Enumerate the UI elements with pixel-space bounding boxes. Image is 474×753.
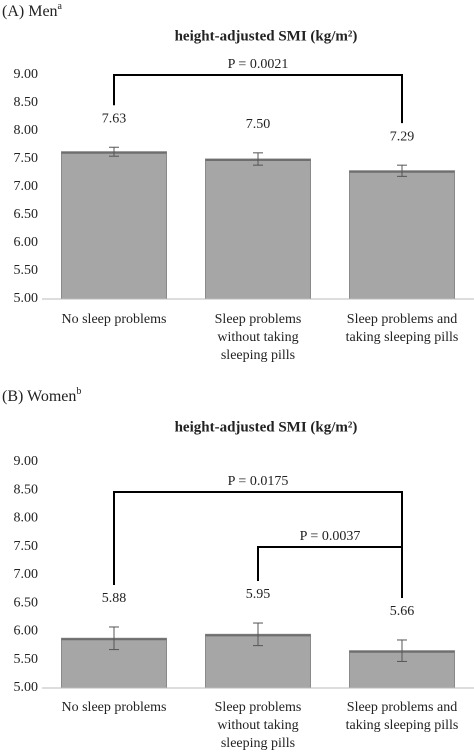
x-tick-label-line: Sleep problems and	[347, 700, 457, 715]
bar	[61, 151, 167, 300]
x-tick-label-line: taking sleeping pills	[346, 718, 459, 733]
significance-bracket	[113, 491, 403, 598]
value-label: 5.88	[102, 591, 127, 606]
x-tick-label-line: sleeping pills	[221, 348, 295, 363]
x-tick-label-line: No sleep problems	[62, 312, 167, 327]
y-tick-label: 6.00	[14, 624, 39, 639]
y-tick-label: 7.50	[14, 151, 39, 166]
value-label: 7.50	[246, 117, 271, 132]
value-label: 7.29	[390, 129, 415, 144]
x-tick-label-line: No sleep problems	[62, 700, 167, 715]
panel-label-note: a	[58, 1, 63, 12]
y-tick-label: 5.00	[14, 680, 39, 695]
y-tick-label: 5.50	[14, 652, 39, 667]
y-tick-label: 5.00	[14, 291, 39, 306]
x-tick-label-line: without taking	[217, 330, 298, 345]
x-tick-label: No sleep problems	[62, 312, 167, 327]
panel: (A) Mena height-adjusted SMI (kg/m²) 5.00 5…	[2, 1, 474, 363]
y-tick-label: 6.50	[14, 207, 39, 222]
significance-bracket	[113, 74, 403, 124]
value-label: 5.95	[246, 587, 271, 602]
x-tick-label-line: Sleep problems	[215, 700, 302, 715]
y-tick-label: 7.50	[14, 539, 39, 554]
annotation: P = 0.0037	[300, 529, 361, 544]
x-tick-label-line: without taking	[217, 718, 298, 733]
y-tick-label: 6.00	[14, 235, 39, 250]
x-tick-label: No sleep problems	[62, 700, 167, 715]
bar	[205, 158, 311, 300]
x-tick-label: Sleep problems and taking sleeping pills	[346, 700, 459, 733]
y-tick-label: 8.00	[14, 511, 39, 526]
y-tick-label: 6.50	[14, 595, 39, 610]
y-tick-label: 5.50	[14, 263, 39, 278]
annotation: P = 0.0175	[228, 474, 289, 489]
x-tick-label-line: sleeping pills	[221, 736, 295, 751]
x-tick-label-line: taking sleeping pills	[346, 330, 459, 345]
y-tick-label: 9.00	[14, 454, 39, 469]
value-label: 7.63	[102, 111, 127, 126]
panel-label-text: (B) Women	[2, 388, 76, 405]
y-tick-label: 8.50	[14, 95, 39, 110]
chart-title: height-adjusted SMI (kg/m²)	[175, 419, 358, 435]
panel-label: (B) Womenb	[2, 386, 81, 404]
x-tick-label: Sleep problems and taking sleeping pills	[346, 312, 459, 345]
x-tick-label-line: Sleep problems and	[347, 312, 457, 327]
chart-title: height-adjusted SMI (kg/m²)	[175, 28, 358, 44]
panel-label-text: (A) Men	[2, 3, 58, 20]
significance-bracket	[257, 546, 403, 598]
y-tick-label: 7.00	[14, 567, 39, 582]
y-tick-label: 8.00	[14, 123, 39, 138]
y-tick-label: 7.00	[14, 179, 39, 194]
y-tick-label: 8.50	[14, 482, 39, 497]
panel-label: (A) Mena	[2, 1, 63, 19]
x-tick-label-line: Sleep problems	[215, 312, 302, 327]
bar	[349, 170, 455, 300]
annotation: P = 0.0021	[228, 57, 289, 72]
y-tick-label: 9.00	[14, 67, 39, 82]
x-tick-label: Sleep problems without taking sleeping pil…	[215, 700, 302, 751]
panel: (B) Womenb height-adjusted SMI (kg/m²) 5.0…	[2, 386, 474, 751]
panel-label-note: b	[76, 386, 81, 397]
x-tick-label: Sleep problems without taking sleeping pil…	[215, 312, 302, 363]
value-label: 5.66	[390, 604, 415, 619]
